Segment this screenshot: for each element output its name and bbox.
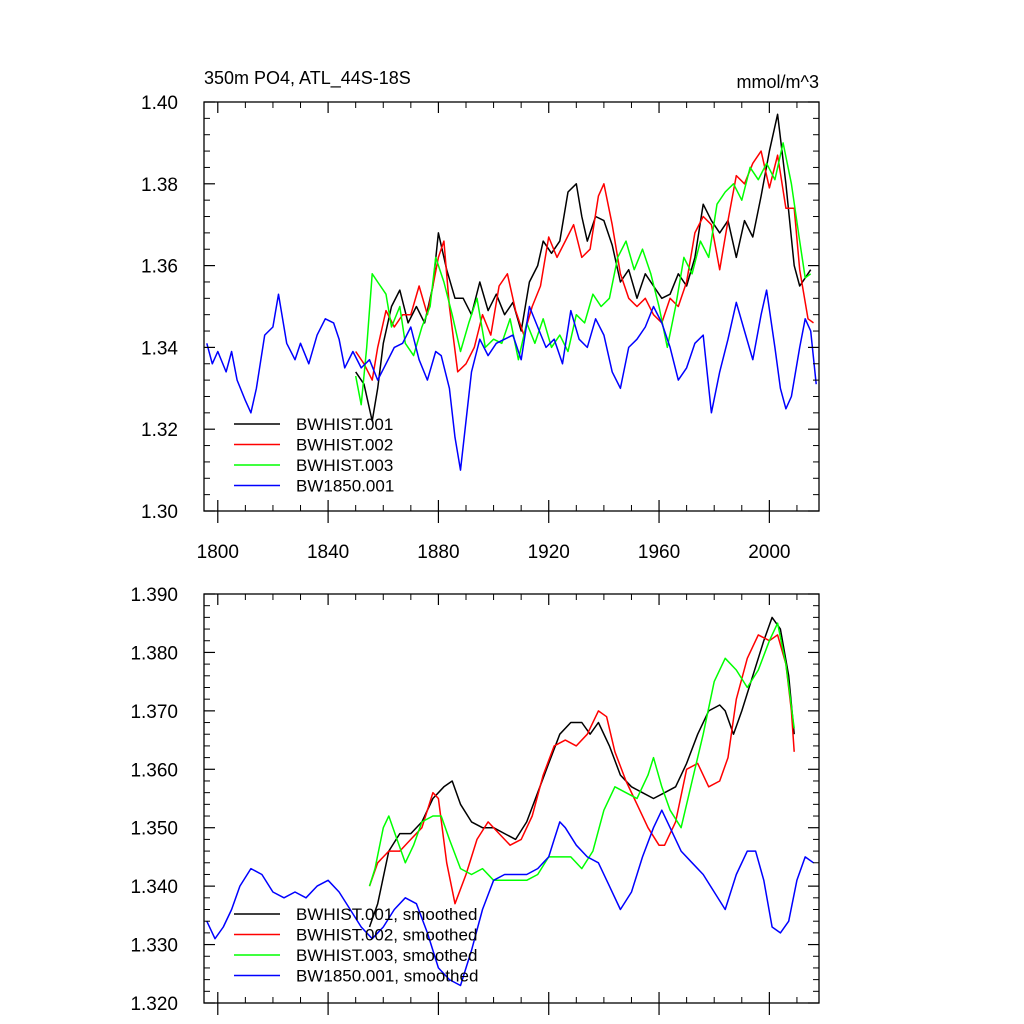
bottom-series-line-3 <box>368 622 795 887</box>
top-plot-lines <box>206 113 817 471</box>
top-x-tick-label: 1800 <box>197 542 239 563</box>
top-x-tick-label: 1840 <box>307 542 349 563</box>
top-x-tick-label: 2000 <box>748 542 790 563</box>
bottom-y-tick-label: 1.330 <box>130 936 178 957</box>
bottom-legend-label: BWHIST.003, smoothed <box>296 946 477 965</box>
top-legend-label: BWHIST.001 <box>296 415 393 434</box>
bottom-legend-label: BWHIST.002, smoothed <box>296 926 477 945</box>
bottom-series-line-1 <box>368 616 795 928</box>
bottom-plot-lines <box>206 616 814 987</box>
top-x-tick-label: 1960 <box>638 542 680 563</box>
top-series-line-4 <box>206 289 817 471</box>
top-legend-label: BWHIST.003 <box>296 456 393 475</box>
top-plot-frame <box>203 101 820 512</box>
top-y-tick-label: 1.34 <box>141 338 178 359</box>
bottom-y-tick-label: 1.390 <box>130 585 178 606</box>
bottom-panel: 1.320 1.330 1.340 1.350 1.360 1.370 1.380 1.390… <box>130 585 820 1015</box>
bottom-legend-label: BW1850.001, smoothed <box>296 967 478 986</box>
top-series-line-3 <box>354 142 812 406</box>
bottom-y-tick-label: 1.380 <box>130 643 178 664</box>
bottom-y-tick-label: 1.370 <box>130 702 178 723</box>
bottom-y-tick-label: 1.340 <box>130 877 178 898</box>
top-legend-label: BW1850.001 <box>296 477 394 496</box>
top-series-line-1 <box>355 113 812 422</box>
top-legend-label: BWHIST.002 <box>296 436 393 455</box>
bottom-series-line-4 <box>206 809 814 987</box>
top-axis-ticks: 1800 1840 1880 1920 1960 2000 1.30 1.32 1.34 1.36… <box>141 93 819 563</box>
top-y-tick-label: 1.30 <box>141 502 178 523</box>
bottom-axis-ticks: 1.320 1.330 1.340 1.350 1.360 1.370 1.380 1.390 <box>130 585 819 1015</box>
bottom-y-tick-label: 1.350 <box>130 819 178 840</box>
top-y-tick-label: 1.32 <box>141 420 178 441</box>
top-x-tick-label: 1880 <box>417 542 459 563</box>
top-y-tick-label: 1.36 <box>141 257 178 278</box>
bottom-y-tick-label: 1.320 <box>130 994 178 1015</box>
bottom-y-tick-label: 1.360 <box>130 760 178 781</box>
top-x-tick-label: 1920 <box>528 542 570 563</box>
top-chart-title: 350m PO4, ATL_44S-18S <box>204 68 411 89</box>
bottom-plot-frame <box>203 593 820 1004</box>
bottom-legend: BWHIST.001, smoothed BWHIST.002, smoothed… <box>234 905 478 986</box>
top-y-tick-label: 1.38 <box>141 175 178 196</box>
bottom-legend-label: BWHIST.001, smoothed <box>296 905 477 924</box>
bottom-series-line-2 <box>368 634 795 905</box>
top-y-tick-label: 1.40 <box>141 93 178 114</box>
top-chart-units: mmol/m^3 <box>737 72 819 92</box>
top-panel: 1800 1840 1880 1920 1960 2000 1.30 1.32 1.34 1.36… <box>141 68 820 563</box>
